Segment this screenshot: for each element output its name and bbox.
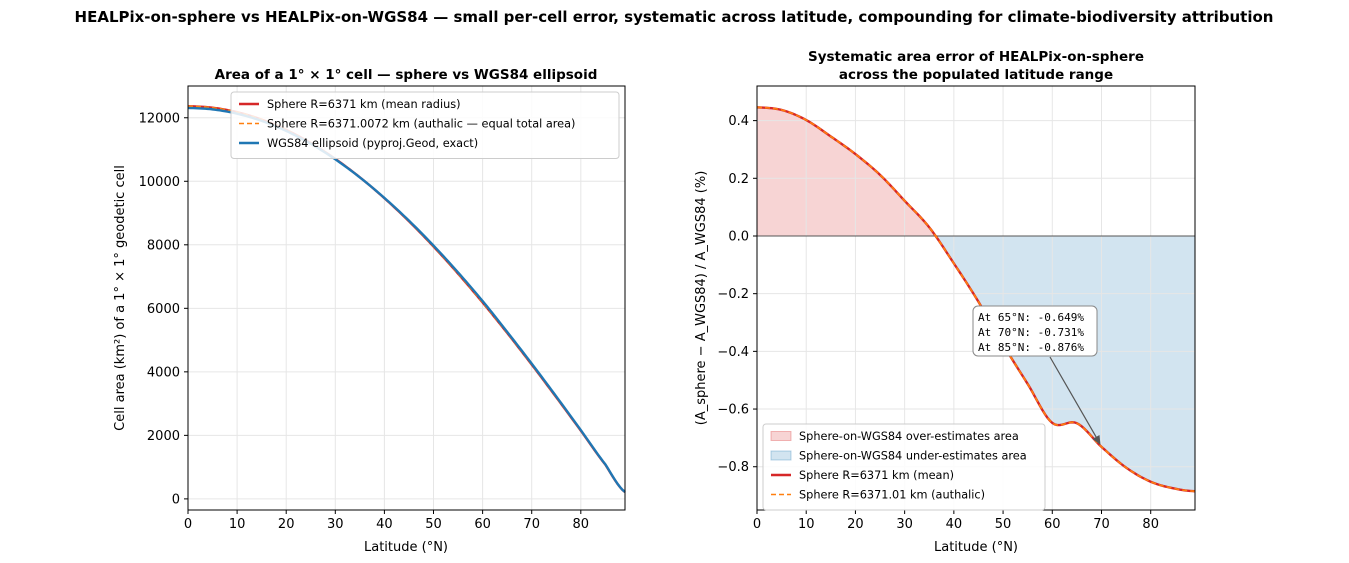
y-tick-label: 0.4 [728,114,749,129]
left-chart-y-ticks: 0 2000 4000 6000 8000 10000 12000 [139,111,188,507]
x-tick-label: 50 [425,517,442,532]
x-tick-label: 20 [278,517,295,532]
annotation-line: At 65°N: -0.649% [978,311,1084,324]
y-tick-label: 8000 [147,238,180,253]
y-tick-label: 2000 [147,429,180,444]
right-chart-fills [757,107,1195,492]
y-tick-label: −0.2 [717,287,749,302]
left-chart-series [187,105,626,493]
x-tick-label: 60 [474,517,491,532]
right-chart-xlabel: Latitude (°N) [934,540,1018,555]
series-line-0 [187,105,626,493]
legend-label: Sphere R=6371 km (mean) [799,469,954,482]
left-chart-x-ticks: 0 10 20 30 40 50 60 70 80 [184,510,589,532]
fill-under-estimate [757,235,1195,492]
x-tick-label: 70 [523,517,540,532]
y-tick-label: −0.8 [717,460,749,475]
legend-box [230,91,620,159]
right-chart-legend: Sphere-on-WGS84 over-estimates area Spher… [762,423,1046,511]
right-chart-panel: Systematic area error of HEALPix-on-sphe… [694,49,1196,555]
x-tick-label: 50 [995,517,1012,532]
left-chart-frame [187,85,626,511]
right-chart-x-ticks: 0 10 20 30 40 50 60 70 80 [753,510,1159,532]
x-tick-label: 80 [1142,517,1159,532]
annotation-line: At 85°N: -0.876% [978,341,1084,354]
y-tick-label: 0.2 [728,172,749,187]
legend-label: Sphere-on-WGS84 over-estimates area [799,430,1019,443]
fill-over-estimate [757,107,1195,236]
legend-swatch [770,450,792,461]
legend-label: Sphere R=6371 km (mean radius) [267,98,461,111]
right-chart-title-line-2: across the populated latitude range [839,67,1113,83]
right-chart-annotation: At 65°N: -0.649% At 70°N: -0.731% At 85°N:… [972,305,1101,445]
x-tick-label: 0 [184,517,192,532]
left-chart-xlabel: Latitude (°N) [364,540,448,555]
x-tick-label: 60 [1044,517,1061,532]
left-chart-title: Area of a 1° × 1° cell — sphere vs WGS84… [215,67,598,83]
left-chart-legend: Sphere R=6371 km (mean radius) Sphere R=6… [230,91,620,159]
annotation-arrow-head [1092,435,1101,445]
series-line-2 [187,106,626,493]
y-tick-label: 10000 [139,175,180,190]
x-tick-label: 80 [573,517,590,532]
x-tick-label: 10 [798,517,815,532]
y-tick-label: 6000 [147,302,180,317]
x-tick-label: 40 [946,517,963,532]
right-chart-ylabel: (A_sphere − A_WGS84) / A_WGS84 (%) [694,171,709,426]
x-tick-label: 0 [753,517,761,532]
left-chart-panel: Area of a 1° × 1° cell — sphere vs WGS84… [113,67,626,555]
series-line-1 [187,105,626,493]
legend-box [762,423,1046,511]
figure-suptitle: HEALPix-on-sphere vs HEALPix-on-WGS84 — … [75,8,1274,26]
right-chart-title-line-1: Systematic area error of HEALPix-on-sphe… [808,49,1144,65]
left-chart-ylabel: Cell area (km²) of a 1° × 1° geodetic ce… [113,165,128,431]
right-chart-y-ticks: 0.4 0.2 0.0 −0.2 −0.4 −0.6 −0.8 [717,114,757,475]
annotation-line: At 70°N: -0.731% [978,326,1084,339]
right-chart-series [756,106,1196,493]
legend-label: Sphere-on-WGS84 under-estimates area [799,450,1027,463]
legend-label: Sphere R=6371.01 km (authalic) [799,489,985,502]
x-tick-label: 30 [896,517,913,532]
y-tick-label: −0.6 [717,403,749,418]
y-tick-label: −0.4 [717,345,749,360]
y-tick-label: 12000 [139,111,180,126]
series-line-1 [756,106,1196,493]
x-tick-label: 40 [376,517,393,532]
x-tick-label: 10 [229,517,246,532]
annotation-box [972,305,1098,357]
legend-swatch [770,431,792,441]
x-tick-label: 20 [847,517,864,532]
y-tick-label: 0 [172,492,180,507]
x-tick-label: 70 [1093,517,1110,532]
legend-label: WGS84 ellipsoid (pyproj.Geod, exact) [267,137,478,150]
annotation-arrow [1049,356,1101,444]
y-tick-label: 4000 [147,365,180,380]
x-tick-label: 30 [327,517,344,532]
y-tick-label: 0.0 [728,229,749,244]
legend-label: Sphere R=6371.0072 km (authalic — equal … [267,118,575,131]
